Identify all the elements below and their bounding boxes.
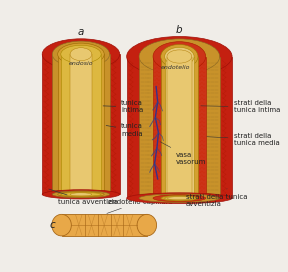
- Text: a: a: [78, 27, 84, 37]
- Polygon shape: [127, 57, 232, 198]
- Ellipse shape: [70, 193, 92, 196]
- Ellipse shape: [153, 42, 206, 71]
- Ellipse shape: [42, 190, 120, 199]
- Ellipse shape: [42, 39, 120, 70]
- Polygon shape: [62, 214, 147, 236]
- Text: strati della
tunica media: strati della tunica media: [207, 133, 279, 146]
- Text: strati della tunica
avventizia: strati della tunica avventizia: [185, 189, 247, 207]
- Polygon shape: [167, 57, 192, 198]
- Polygon shape: [61, 54, 101, 194]
- Polygon shape: [161, 57, 198, 198]
- Text: tunica
intima: tunica intima: [103, 100, 143, 113]
- Ellipse shape: [137, 214, 157, 236]
- Ellipse shape: [58, 43, 104, 65]
- Text: tunica avventizia: tunica avventizia: [49, 189, 118, 205]
- Polygon shape: [165, 57, 194, 198]
- Text: b: b: [176, 25, 183, 35]
- Ellipse shape: [52, 214, 71, 236]
- Ellipse shape: [61, 192, 101, 196]
- Ellipse shape: [165, 47, 194, 66]
- Text: endosio: endosio: [69, 61, 93, 66]
- Ellipse shape: [167, 50, 192, 63]
- Polygon shape: [70, 54, 92, 194]
- Ellipse shape: [167, 197, 192, 200]
- Ellipse shape: [127, 36, 232, 76]
- Polygon shape: [42, 54, 120, 194]
- Ellipse shape: [161, 196, 198, 201]
- Ellipse shape: [161, 45, 198, 69]
- Ellipse shape: [153, 195, 206, 202]
- Ellipse shape: [139, 194, 220, 202]
- Text: endotelio: endotelio: [161, 65, 190, 70]
- Ellipse shape: [139, 39, 220, 74]
- Ellipse shape: [58, 192, 104, 197]
- Ellipse shape: [52, 191, 110, 198]
- Polygon shape: [58, 54, 104, 194]
- Ellipse shape: [165, 196, 194, 200]
- Polygon shape: [153, 57, 206, 198]
- Text: endotelio capillare: endotelio capillare: [107, 199, 173, 214]
- Ellipse shape: [70, 48, 92, 61]
- Text: tunica
media: tunica media: [106, 123, 143, 137]
- Text: vasa
vasorum: vasa vasorum: [160, 142, 206, 165]
- Text: c: c: [50, 220, 55, 230]
- Polygon shape: [52, 54, 110, 194]
- Ellipse shape: [61, 45, 101, 63]
- Polygon shape: [139, 57, 220, 198]
- Text: strati della
tunica intima: strati della tunica intima: [201, 100, 280, 113]
- Ellipse shape: [52, 41, 110, 67]
- Ellipse shape: [127, 193, 232, 203]
